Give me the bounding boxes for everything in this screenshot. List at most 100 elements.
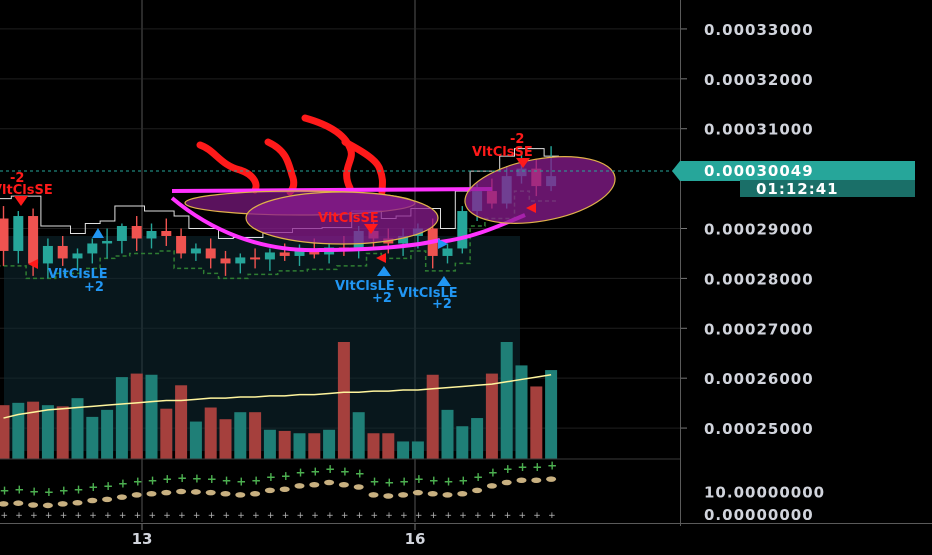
candle-body[interactable] — [250, 257, 261, 260]
candle-body[interactable] — [264, 252, 275, 260]
volume-bar — [234, 412, 247, 459]
oscillator-plus-marker: + — [296, 465, 306, 479]
candle-body[interactable] — [146, 230, 157, 239]
volume-bar — [411, 441, 424, 459]
candle-body[interactable] — [131, 226, 142, 239]
volume-bar — [323, 429, 336, 459]
last-price-value: 0.00030049 — [704, 162, 814, 180]
oscillator-dot — [116, 494, 127, 500]
oscillator-zero-marker: + — [430, 511, 438, 521]
price-axis[interactable]: 0.00033000 0.00032000 0.00031000 0.00029000… — [681, 21, 814, 438]
candle-body[interactable] — [398, 235, 409, 244]
candle-body[interactable] — [13, 216, 24, 251]
time-axis-background — [0, 526, 932, 550]
oscillator-zero-marker: + — [30, 511, 38, 521]
signal-blue-label-3: VltClsLE — [398, 286, 458, 301]
oscillator-plus-marker: + — [281, 469, 291, 483]
oscillator-plus-marker: + — [310, 464, 320, 478]
last-price-box — [680, 161, 915, 181]
candle-body[interactable] — [87, 243, 98, 254]
signal-blue-arrow-3 — [437, 276, 451, 286]
oscillator-dot — [338, 481, 349, 488]
oscillator-plus-marker: + — [207, 472, 217, 486]
candle-body[interactable] — [205, 248, 216, 259]
cup-rim-line — [171, 187, 493, 193]
volume-ma-line — [3, 374, 552, 419]
oscillator-dot — [472, 487, 483, 494]
signal-red-label-1: VltClsSE — [0, 183, 53, 198]
volume-bar — [189, 421, 202, 459]
candle-body[interactable] — [176, 235, 187, 254]
oscillator-axis[interactable]: 10.00000000 0.00000000 — [704, 484, 825, 525]
oscillator-zero-marker: + — [489, 511, 497, 521]
oscillator-dot — [531, 477, 542, 484]
time-tick-label: 13 — [132, 530, 153, 548]
oscillator-zero-marker: + — [282, 511, 290, 521]
oscillator-plus-marker: + — [503, 462, 513, 476]
oscillator-dot — [0, 501, 9, 507]
candle-body[interactable] — [72, 253, 83, 259]
candle-body[interactable] — [457, 211, 468, 249]
candle-body[interactable] — [42, 245, 53, 264]
oscillator-zero-marker: + — [504, 511, 512, 521]
volume-bar — [145, 374, 158, 459]
signal-blue-count-2: +2 — [372, 291, 392, 306]
oscillator-dot — [146, 490, 157, 497]
oscillator-dot — [457, 490, 468, 497]
oscillator-zero-marker: + — [548, 511, 556, 521]
candle-body[interactable] — [190, 248, 201, 254]
volume-ma — [3, 374, 552, 419]
signal-blue-flag-1 — [438, 239, 448, 249]
oscillator-zero-marker: + — [341, 511, 349, 521]
oscillator-plus-marker: + — [488, 465, 498, 479]
candle-body[interactable] — [57, 245, 68, 259]
oscillator-dot — [264, 487, 275, 494]
oscillator-plus-marker: + — [532, 460, 542, 474]
candle-body[interactable] — [442, 248, 453, 256]
signal-red-arrow-1 — [14, 196, 28, 206]
candle-body[interactable] — [220, 258, 231, 264]
candle-body[interactable] — [28, 216, 39, 264]
oscillator-zero-marker: + — [104, 511, 112, 521]
oscillator-plus-marker: + — [14, 483, 24, 497]
oscillator-zero-marker: + — [415, 511, 423, 521]
candle-body[interactable] — [116, 226, 127, 241]
time-axis[interactable]: 13 16 — [132, 524, 426, 548]
oscillator-plus-marker: + — [29, 485, 39, 499]
oscillator-zero-marker: + — [267, 511, 275, 521]
drawing-layer — [170, 114, 616, 253]
oscillator-plus-marker: + — [44, 485, 54, 499]
volume-bar — [397, 441, 410, 459]
oscillator-plus-marker: + — [118, 477, 128, 491]
oscillator-zero-marker: + — [149, 511, 157, 521]
oscillator-dot — [309, 481, 320, 488]
candle-body[interactable] — [0, 218, 9, 251]
oscillator-zero-marker: + — [178, 511, 186, 521]
volume-bar — [204, 407, 217, 459]
last-price-box-pointer — [672, 161, 680, 181]
oscillator-plus-marker: + — [547, 459, 557, 473]
oscillator-dot — [220, 490, 231, 497]
oscillator-dot — [205, 489, 216, 496]
signal-red-flag-3 — [376, 253, 386, 263]
oscillator-zero-marker: + — [134, 511, 142, 521]
oscillator-plus-marker: + — [74, 482, 84, 496]
volume-bar — [249, 412, 262, 459]
oscillator-dot — [501, 479, 512, 486]
candle-body[interactable] — [235, 257, 246, 264]
oscillator-dot — [324, 479, 335, 486]
candle-body[interactable] — [161, 230, 172, 236]
highlight-ellipse-3 — [464, 156, 616, 224]
candle-body[interactable] — [279, 252, 290, 256]
oscillator-dot — [28, 502, 39, 508]
oscillator-dot — [190, 489, 201, 495]
signal-blue-count-1: +2 — [84, 280, 104, 295]
volume-bar — [71, 398, 84, 459]
volume-bar — [219, 419, 232, 459]
oscillator-zero-marker: + — [356, 511, 364, 521]
candle-body[interactable] — [102, 240, 113, 244]
candle-body[interactable] — [294, 248, 305, 256]
oscillator-plus-marker: + — [251, 473, 261, 487]
